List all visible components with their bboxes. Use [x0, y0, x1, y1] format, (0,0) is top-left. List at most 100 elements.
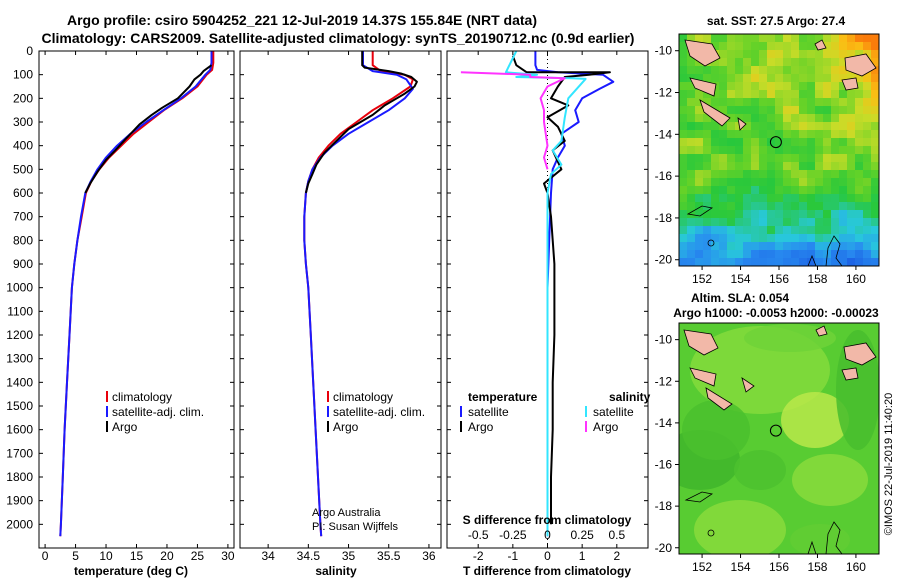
sst-cell	[815, 138, 823, 146]
sst-cell	[679, 42, 687, 50]
y-tick-label: 400	[13, 139, 33, 153]
difference-xlabel: T difference from climatology	[463, 564, 631, 578]
sst-cell	[847, 234, 855, 242]
sst-cell	[831, 170, 839, 178]
sst-cell	[791, 210, 799, 218]
sst-cell	[823, 178, 831, 186]
sst-cell	[831, 186, 839, 194]
sst-cell	[791, 194, 799, 202]
sst-cell	[687, 154, 695, 162]
sst-cell	[783, 170, 791, 178]
sst-cell	[727, 98, 735, 106]
sst-cell	[855, 210, 863, 218]
sst-cell	[727, 146, 735, 154]
sst-cell	[679, 162, 687, 170]
sst-cell	[839, 122, 847, 130]
sst-cell	[695, 186, 703, 194]
sst-cell	[759, 122, 767, 130]
sst-cell	[711, 74, 719, 82]
sst-cell	[839, 90, 847, 98]
sst-cell	[711, 234, 719, 242]
sst-cell	[727, 226, 735, 234]
sst-cell	[871, 114, 879, 122]
sst-cell	[807, 34, 815, 42]
coastlines-top	[684, 39, 877, 266]
sst-cell	[735, 130, 743, 138]
sst-cell	[839, 146, 847, 154]
sst-cell	[791, 202, 799, 210]
y-tick-label: 600	[13, 186, 33, 200]
sst-cell	[807, 186, 815, 194]
sst-cell	[799, 106, 807, 114]
sst-cell	[791, 218, 799, 226]
sst-cell	[759, 186, 767, 194]
sst-cell	[863, 34, 871, 42]
x-tick-label: 35.5	[377, 549, 401, 563]
sst-cell	[783, 66, 791, 74]
sst-cell	[751, 218, 759, 226]
sst-cell	[687, 258, 695, 266]
sst-cell	[783, 178, 791, 186]
sst-cell	[823, 82, 831, 90]
sst-cell	[695, 34, 703, 42]
sst-cell	[791, 250, 799, 258]
sst-cell	[863, 82, 871, 90]
sst-cell	[695, 98, 703, 106]
sst-cell	[711, 138, 719, 146]
sst-cell	[791, 122, 799, 130]
sst-cell	[815, 194, 823, 202]
sst-cell	[815, 154, 823, 162]
sst-cell	[719, 58, 727, 66]
sst-cell	[807, 194, 815, 202]
sst-cell	[807, 202, 815, 210]
s-difference-label: S difference from climatology	[463, 513, 632, 527]
sst-cell	[759, 66, 767, 74]
sst-cell	[831, 138, 839, 146]
lat-tick-label: -20	[655, 253, 673, 267]
sst-cell	[703, 234, 711, 242]
sst-cell	[743, 106, 751, 114]
sst-cell	[679, 258, 687, 266]
y-tick-label: 1800	[6, 470, 33, 484]
sst-cell	[823, 130, 831, 138]
sst-cell	[847, 90, 855, 98]
sst-cell	[775, 130, 783, 138]
sst-cell	[743, 250, 751, 258]
temperature-xlabel: temperature (deg C)	[74, 564, 188, 578]
sst-cell	[863, 114, 871, 122]
sst-cell	[695, 170, 703, 178]
sst-cell	[783, 138, 791, 146]
sst-cell	[871, 170, 879, 178]
sst-cell	[687, 82, 695, 90]
sst-cell	[839, 178, 847, 186]
sst-cell	[743, 82, 751, 90]
header-line-1: Argo profile: csiro 5904252_221 12-Jul-2…	[67, 12, 537, 28]
lat-tick-label: -14	[655, 127, 673, 141]
sst-cell	[855, 162, 863, 170]
sst-cell	[703, 258, 711, 266]
sst-cell	[791, 170, 799, 178]
sst-cell	[815, 74, 823, 82]
sst-cell	[767, 50, 775, 58]
sst-cell	[863, 210, 871, 218]
sst-cell	[767, 202, 775, 210]
sst-cell	[695, 154, 703, 162]
lat-tick-label: -18	[655, 499, 673, 513]
y-tick-label: 200	[13, 91, 33, 105]
sst-cell	[695, 242, 703, 250]
sst-cell	[679, 82, 687, 90]
sst-cell	[791, 130, 799, 138]
sst-cell	[831, 42, 839, 50]
sst-cell	[719, 138, 727, 146]
sst-cell	[831, 226, 839, 234]
sst-cell	[855, 226, 863, 234]
sst-cell	[751, 146, 759, 154]
sst-cell	[767, 258, 775, 266]
sst-cell	[719, 202, 727, 210]
sst-cell	[679, 66, 687, 74]
sst-cell	[743, 218, 751, 226]
sst-cell	[799, 210, 807, 218]
sst-cell	[679, 250, 687, 258]
y-tick-label: 300	[13, 115, 33, 129]
